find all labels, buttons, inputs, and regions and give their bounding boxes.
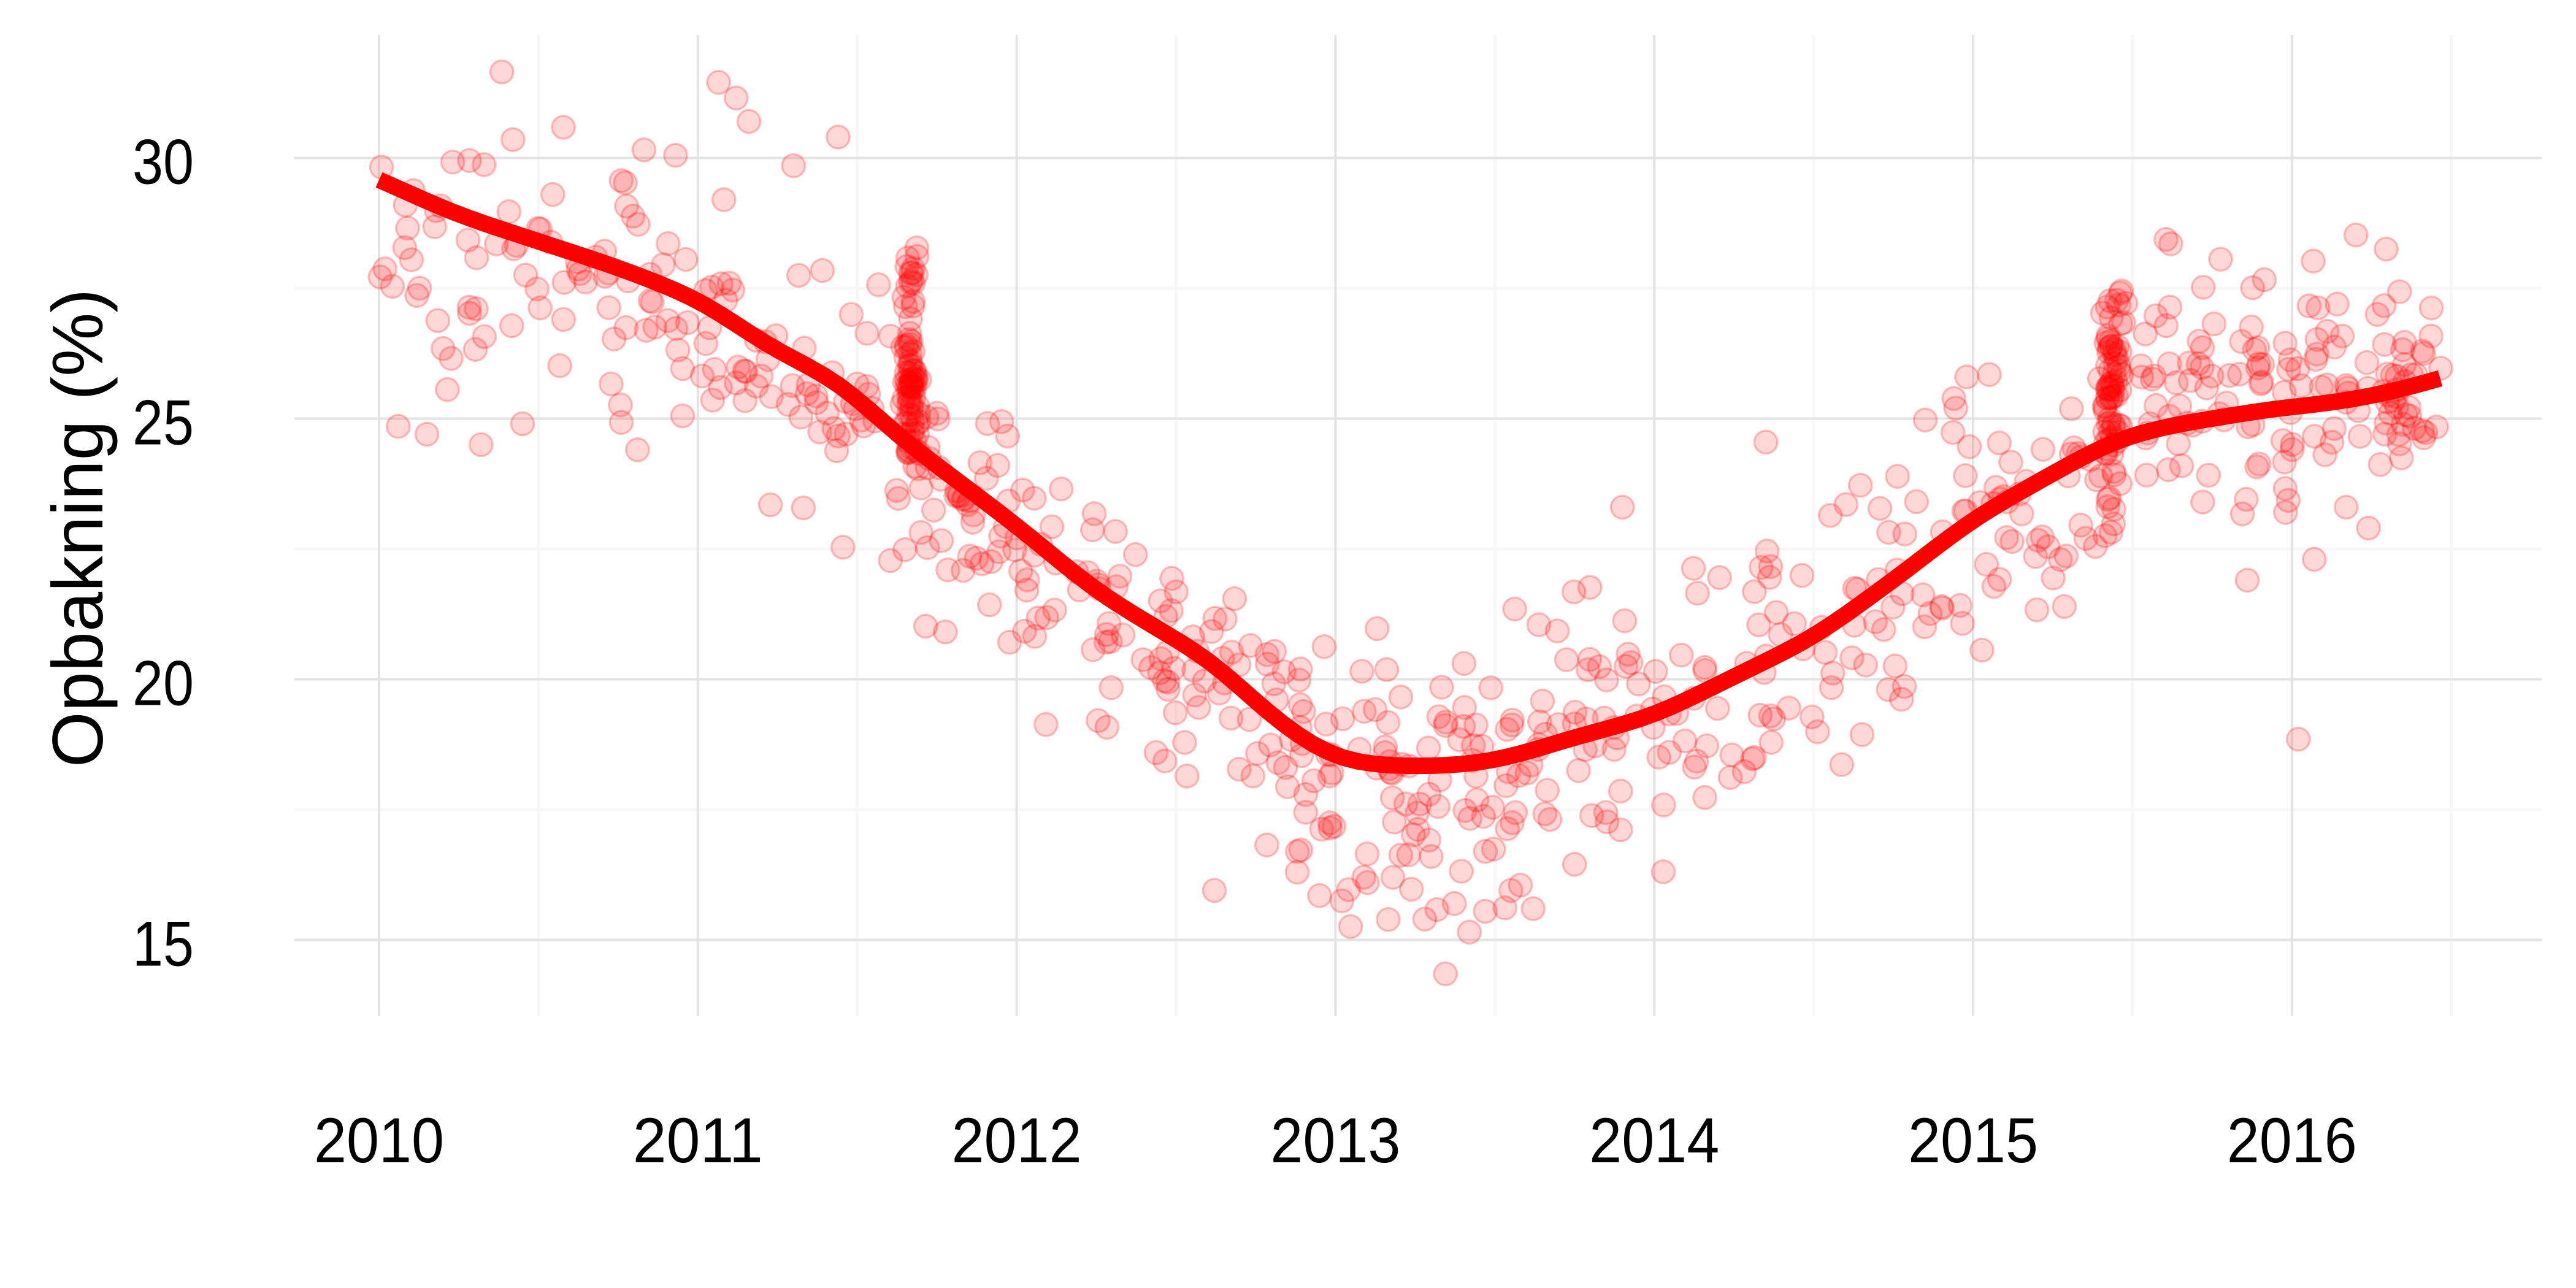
svg-text:2015: 2015 <box>1908 1105 2038 1176</box>
svg-text:2013: 2013 <box>1270 1105 1400 1176</box>
svg-text:2011: 2011 <box>633 1105 763 1176</box>
svg-text:2014: 2014 <box>1589 1105 1719 1176</box>
svg-text:25: 25 <box>132 388 194 459</box>
svg-text:Opbakning (%): Opbakning (%) <box>37 289 118 767</box>
svg-text:2012: 2012 <box>952 1105 1082 1176</box>
svg-text:2016: 2016 <box>2227 1105 2357 1176</box>
svg-text:30: 30 <box>132 127 194 198</box>
svg-text:15: 15 <box>132 909 194 980</box>
svg-text:20: 20 <box>132 648 194 719</box>
svg-text:2010: 2010 <box>314 1105 444 1176</box>
